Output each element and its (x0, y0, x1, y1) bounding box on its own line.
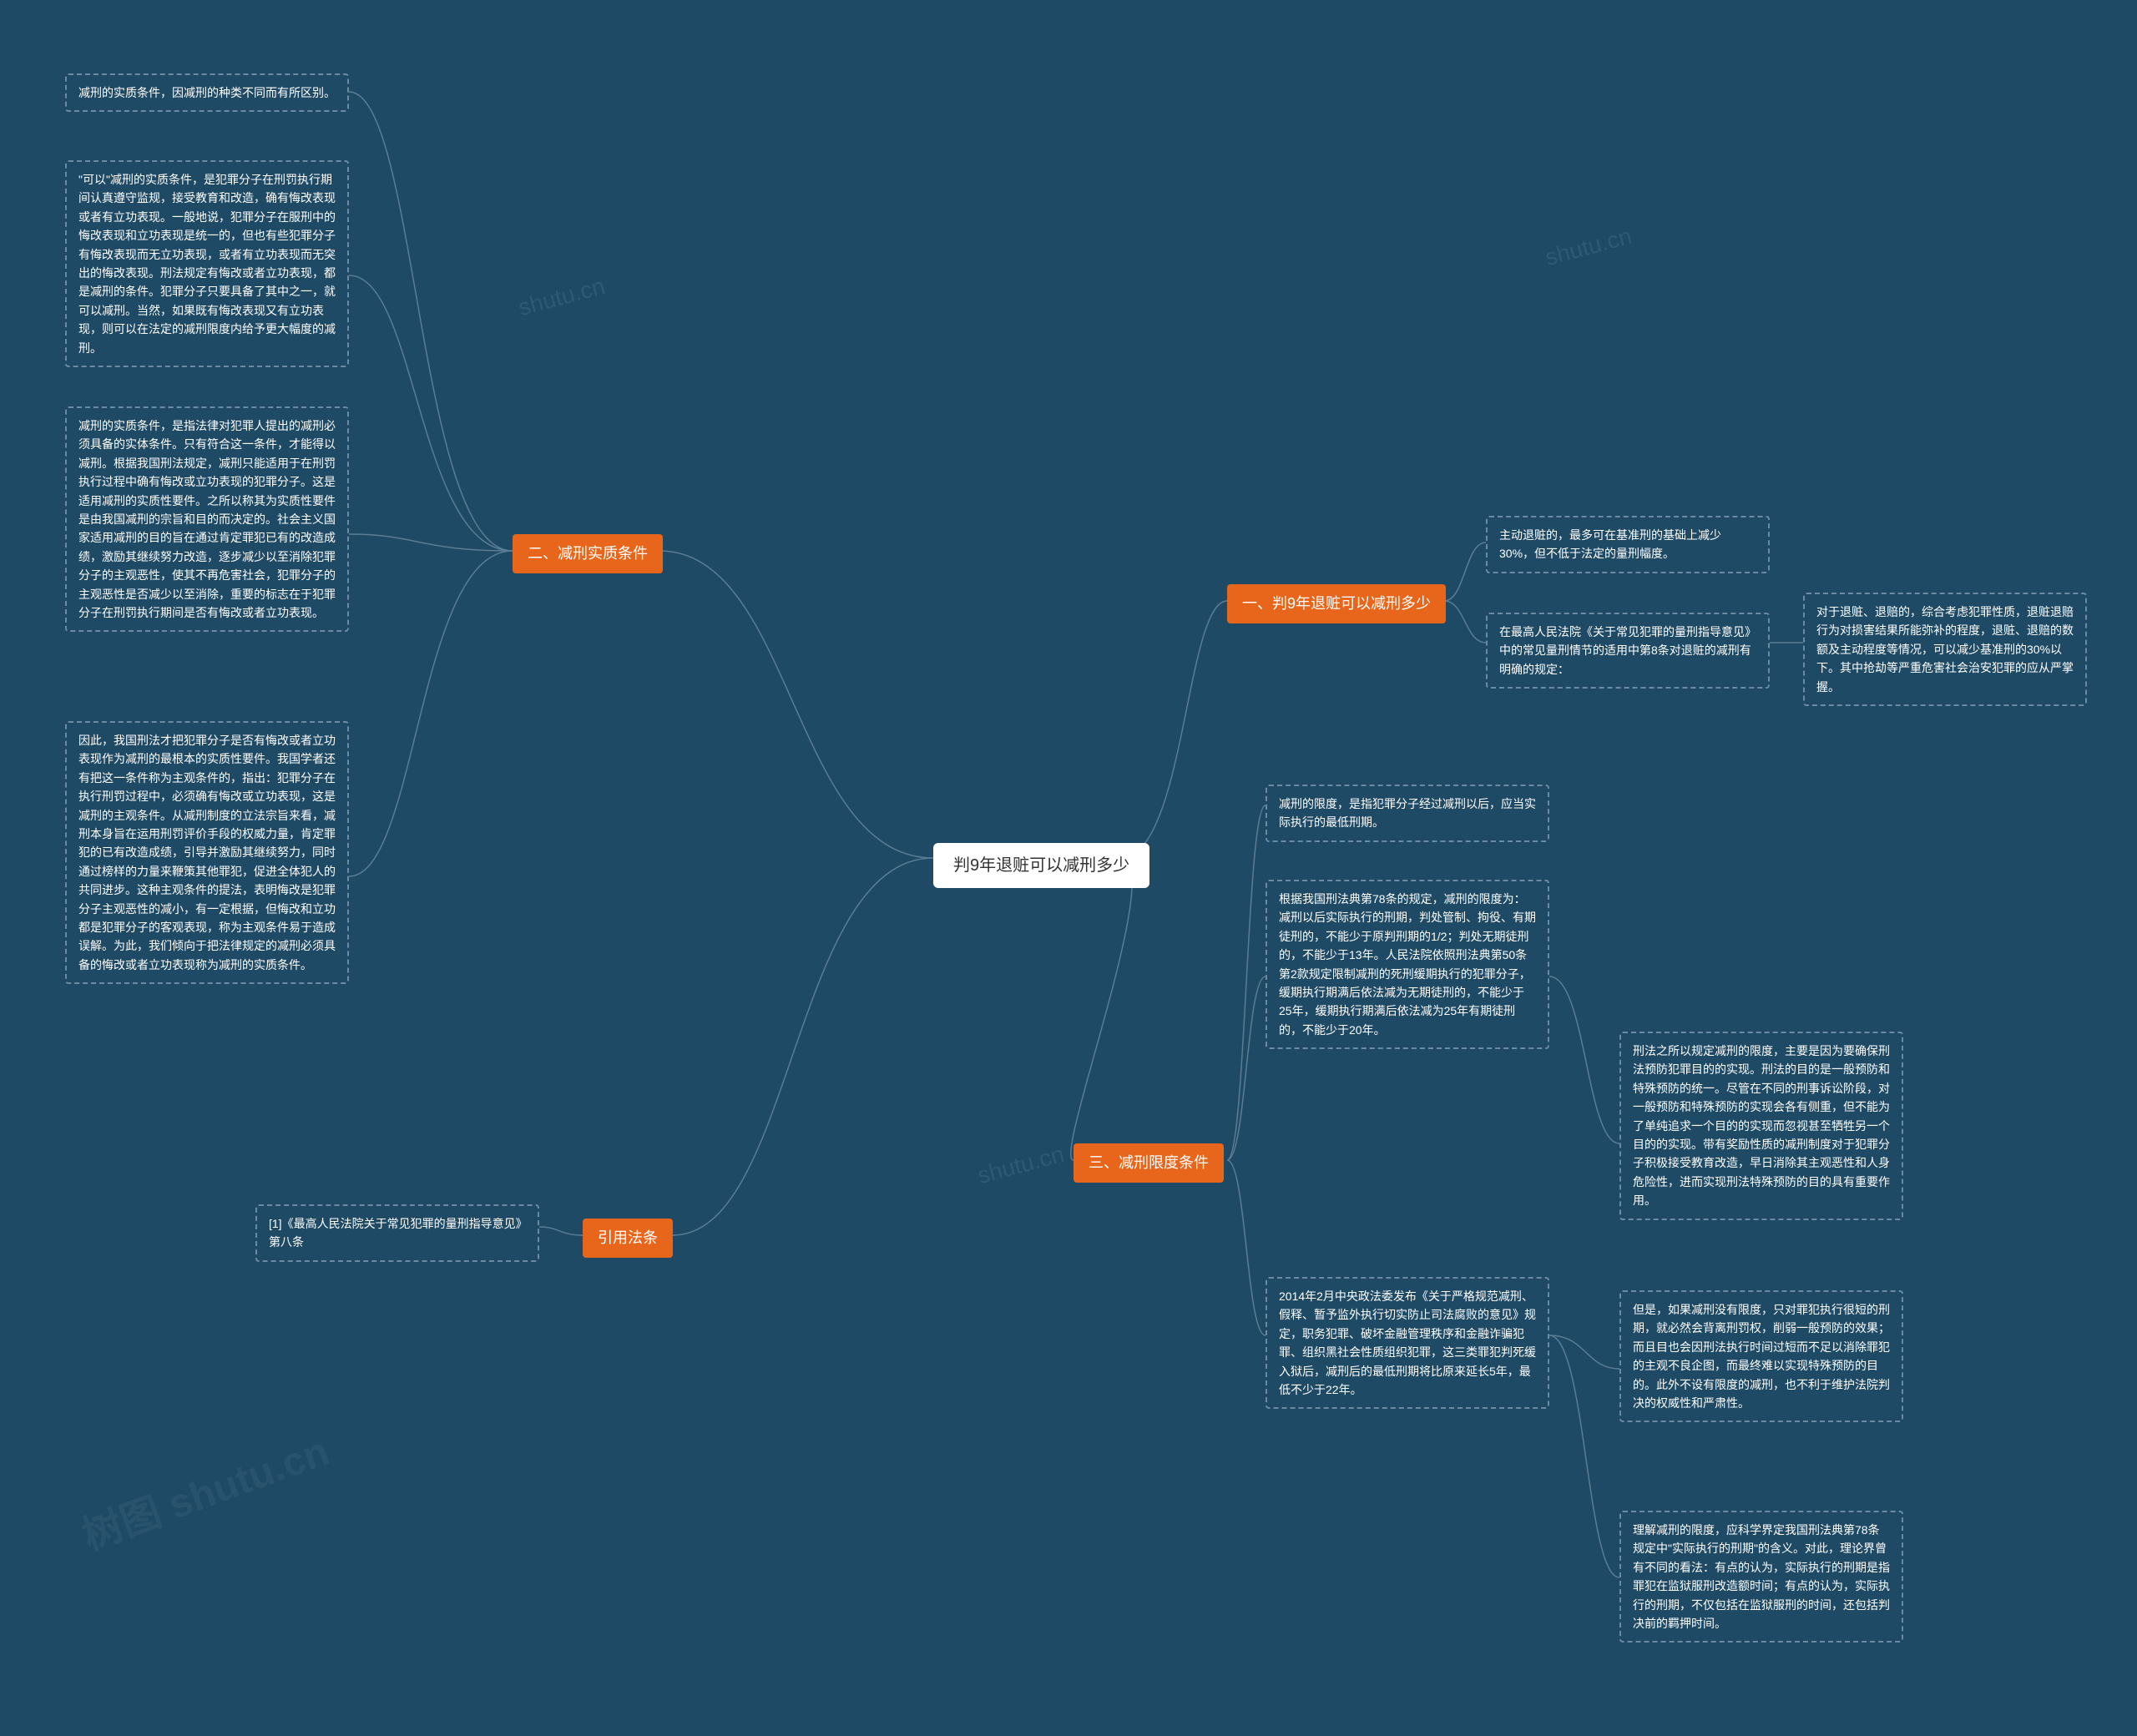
branch-node-4[interactable]: 引用法条 (583, 1219, 673, 1258)
root-node[interactable]: 判9年退赃可以减刑多少 (933, 843, 1149, 888)
leaf-node[interactable]: 因此，我国刑法才把犯罪分子是否有悔改或者立功表现作为减刑的最根本的实质性要件。我… (65, 721, 349, 984)
leaf-node[interactable]: 2014年2月中央政法委发布《关于严格规范减刑、假释、暂予监外执行切实防止司法腐… (1266, 1277, 1549, 1409)
branch-node-2[interactable]: 二、减刑实质条件 (513, 534, 663, 573)
leaf-node[interactable]: 但是，如果减刑没有限度，只对罪犯执行很短的刑期，就必然会背离刑罚权，削弱一般预防… (1619, 1290, 1903, 1422)
watermark: shutu.cn (516, 273, 609, 321)
branch-node-3[interactable]: 三、减刑限度条件 (1074, 1143, 1224, 1183)
leaf-node[interactable]: "可以"减刑的实质条件，是犯罪分子在刑罚执行期间认真遵守监规，接受教育和改造，确… (65, 160, 349, 367)
watermark: shutu.cn (1543, 223, 1635, 271)
leaf-node[interactable]: 理解减刑的限度，应科学界定我国刑法典第78条规定中"实际执行的刑期"的含义。对此… (1619, 1511, 1903, 1643)
leaf-node[interactable]: [1]《最高人民法院关于常见犯罪的量刑指导意见》第八条 (255, 1204, 539, 1262)
leaf-node[interactable]: 刑法之所以规定减刑的限度，主要是因为要确保刑法预防犯罪目的的实现。刑法的目的是一… (1619, 1032, 1903, 1220)
leaf-node[interactable]: 对于退赃、退赔的，综合考虑犯罪性质，退赃退赔行为对损害结果所能弥补的程度，退赃、… (1803, 593, 2087, 706)
leaf-node[interactable]: 根据我国刑法典第78条的规定，减刑的限度为：减刑以后实际执行的刑期，判处管制、拘… (1266, 880, 1549, 1049)
leaf-node[interactable]: 在最高人民法院《关于常见犯罪的量刑指导意见》中的常见量刑情节的适用中第8条对退赃… (1486, 613, 1770, 689)
leaf-node[interactable]: 减刑的实质条件，是指法律对犯罪人提出的减刑必须具备的实体条件。只有符合这一条件，… (65, 406, 349, 632)
branch-node-1[interactable]: 一、判9年退赃可以减刑多少 (1227, 584, 1446, 623)
watermark-large: 树图 shutu.cn (73, 1418, 336, 1562)
leaf-node[interactable]: 主动退赃的，最多可在基准刑的基础上减少30%，但不低于法定的量刑幅度。 (1486, 516, 1770, 573)
leaf-node[interactable]: 减刑的实质条件，因减刑的种类不同而有所区别。 (65, 73, 349, 112)
watermark: shutu.cn (975, 1141, 1068, 1189)
leaf-node[interactable]: 减刑的限度，是指犯罪分子经过减刑以后，应当实际执行的最低刑期。 (1266, 785, 1549, 842)
